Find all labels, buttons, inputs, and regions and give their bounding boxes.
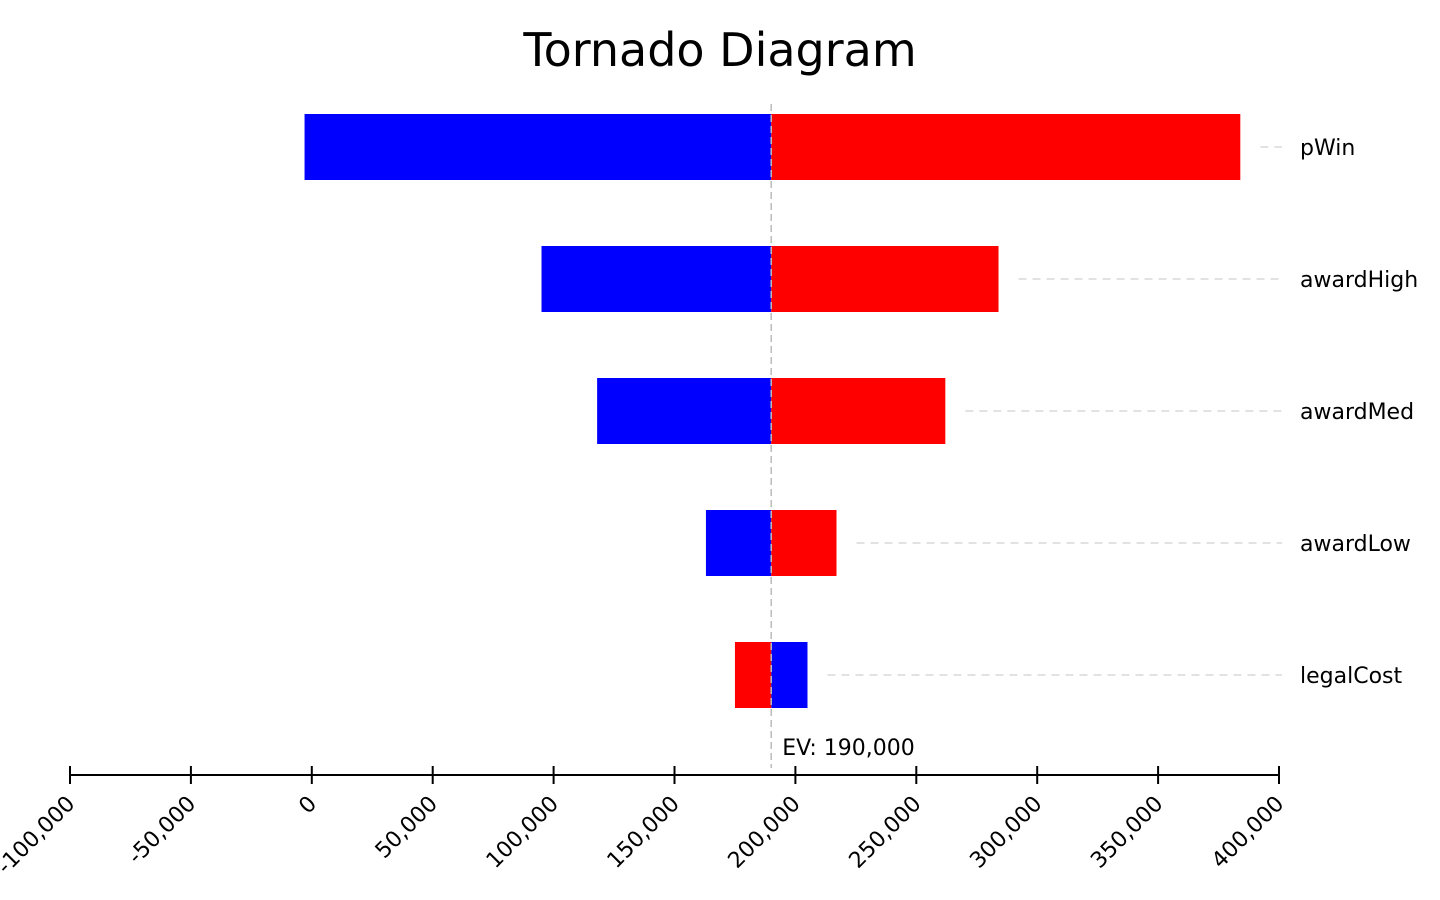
category-label-legalCost: legalCost	[1300, 664, 1402, 689]
bar-low-awardLow	[705, 510, 772, 576]
x-tick-label: 0	[294, 792, 322, 820]
category-label-awardHigh: awardHigh	[1300, 268, 1418, 293]
x-tick-label: 200,000	[724, 792, 806, 874]
bar-high-awardHigh	[771, 246, 999, 312]
x-tick-label: 100,000	[482, 792, 564, 874]
x-tick-label: 150,000	[603, 792, 685, 874]
bar-high-legalCost	[734, 642, 772, 708]
x-tick-label: 250,000	[845, 792, 927, 874]
x-tick-label: 400,000	[1207, 792, 1289, 874]
x-tick-label: -50,000	[123, 792, 201, 870]
bar-low-awardHigh	[541, 246, 772, 312]
x-tick-label: -100,000	[0, 792, 80, 880]
bar-low-awardMed	[597, 378, 772, 444]
x-tick-label: 350,000	[1086, 792, 1168, 874]
category-label-awardMed: awardMed	[1300, 400, 1414, 425]
ev-label: EV: 190,000	[782, 736, 915, 761]
category-label-awardLow: awardLow	[1300, 532, 1411, 557]
category-label-pWin: pWin	[1300, 136, 1355, 161]
x-tick-label: 300,000	[965, 792, 1047, 874]
chart-title: Tornado Diagram	[523, 23, 917, 77]
bar-high-pWin	[771, 114, 1241, 180]
bar-high-awardLow	[771, 510, 837, 576]
bar-low-pWin	[304, 114, 772, 180]
bar-low-legalCost	[771, 642, 808, 708]
x-tick-label: 50,000	[371, 792, 443, 864]
bar-high-awardMed	[771, 378, 946, 444]
